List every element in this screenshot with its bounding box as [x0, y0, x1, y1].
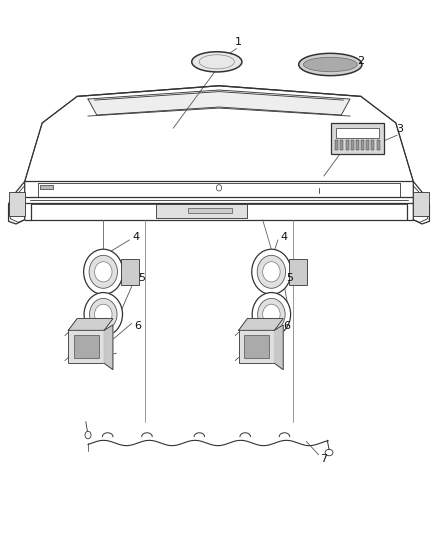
Ellipse shape: [258, 298, 285, 330]
Ellipse shape: [89, 298, 117, 330]
Text: 3: 3: [396, 124, 403, 134]
FancyBboxPatch shape: [289, 259, 307, 285]
FancyBboxPatch shape: [331, 123, 384, 154]
Ellipse shape: [252, 293, 290, 336]
Text: 4: 4: [281, 232, 288, 243]
Circle shape: [216, 184, 222, 191]
Ellipse shape: [84, 293, 123, 336]
Text: 6: 6: [135, 321, 142, 331]
Bar: [244, 335, 269, 358]
Bar: [74, 335, 99, 358]
Bar: [346, 140, 349, 150]
Polygon shape: [104, 325, 113, 369]
Ellipse shape: [257, 255, 286, 288]
Bar: [356, 140, 359, 150]
Text: 5: 5: [286, 273, 293, 283]
Text: 2: 2: [357, 56, 364, 66]
Ellipse shape: [95, 262, 112, 282]
Bar: [68, 330, 104, 364]
Polygon shape: [275, 325, 283, 369]
Ellipse shape: [304, 57, 357, 72]
Ellipse shape: [89, 255, 117, 288]
Text: 5: 5: [138, 273, 145, 283]
Bar: [239, 330, 275, 364]
Bar: [377, 140, 380, 150]
Text: 6: 6: [283, 321, 290, 331]
Polygon shape: [239, 319, 283, 330]
Bar: [335, 140, 338, 150]
Circle shape: [85, 431, 91, 439]
Ellipse shape: [263, 304, 280, 325]
Ellipse shape: [192, 52, 242, 72]
Ellipse shape: [84, 249, 123, 294]
Bar: [351, 140, 354, 150]
Bar: [40, 184, 53, 189]
Polygon shape: [88, 90, 350, 115]
Ellipse shape: [252, 249, 291, 294]
Text: 7: 7: [320, 454, 327, 464]
Bar: [155, 204, 247, 217]
Ellipse shape: [299, 53, 362, 76]
Text: 4: 4: [132, 232, 140, 243]
Bar: [366, 140, 369, 150]
Bar: [9, 192, 25, 216]
Polygon shape: [68, 319, 113, 330]
Bar: [413, 192, 429, 216]
Bar: [371, 140, 374, 150]
FancyBboxPatch shape: [121, 259, 139, 285]
Bar: [336, 128, 379, 138]
Ellipse shape: [263, 262, 280, 282]
Text: 1: 1: [235, 37, 242, 47]
Bar: [361, 140, 364, 150]
Bar: [188, 208, 232, 213]
Ellipse shape: [95, 304, 112, 325]
Bar: [340, 140, 343, 150]
